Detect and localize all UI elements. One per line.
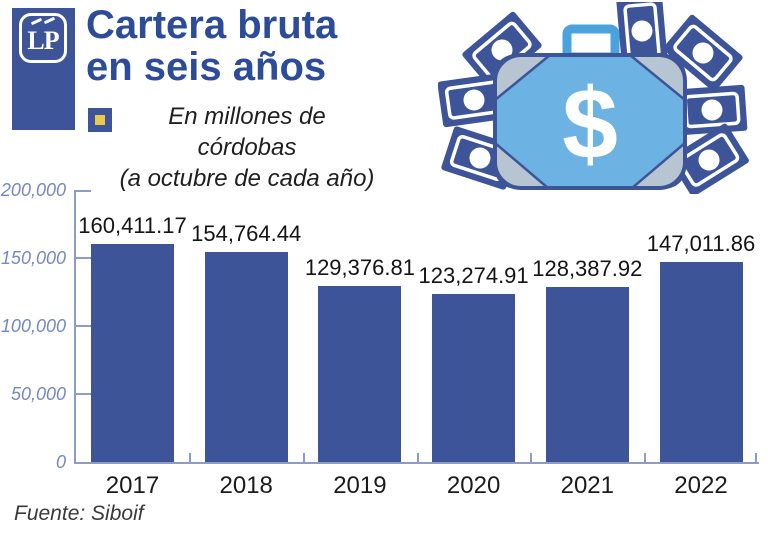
source-note: Fuente: Siboif <box>14 502 144 525</box>
y-axis-tick <box>76 190 91 192</box>
y-axis-tick <box>76 325 91 327</box>
year-label-2022: 2022 <box>674 472 728 499</box>
y-axis-tick <box>76 257 91 259</box>
bar-2022 <box>659 262 743 462</box>
bar-2018 <box>204 251 288 462</box>
wallet-body <box>495 55 685 188</box>
x-axis-tick <box>303 453 305 462</box>
wallet-handle <box>562 24 620 62</box>
x-axis-tick <box>644 453 646 462</box>
x-axis-tick <box>755 453 757 462</box>
y-axis-label-150000: 150,000 <box>0 248 66 268</box>
plot-area: 160,411.17 2017 154,764.44 2018 129,376.81 20… <box>1 180 759 499</box>
y-axis-label-100000: 100,000 <box>0 316 66 336</box>
page-title: Cartera bruta en seis años <box>86 4 337 88</box>
year-label-2019: 2019 <box>333 472 387 499</box>
y-axis-tick <box>76 393 91 395</box>
x-axis-tick <box>417 453 419 462</box>
title-line-2: en seis años <box>86 45 327 89</box>
value-label-2022: 147,011.86 <box>646 231 756 257</box>
year-label-2020: 2020 <box>446 472 501 499</box>
y-axis-label-200000: 200,000 <box>0 180 66 200</box>
bar-2017 <box>91 243 174 462</box>
year-label-2017: 2017 <box>105 472 160 499</box>
legend-marker-icon <box>88 108 112 132</box>
lp-logo: LP <box>12 8 75 130</box>
x-axis-tick <box>530 453 532 462</box>
bar-2021 <box>545 287 629 462</box>
lp-logo-box: LP <box>19 13 67 63</box>
value-label-2021: 128,387.92 <box>532 256 643 282</box>
year-label-2021: 2021 <box>560 472 614 499</box>
value-label-2019: 129,376.81 <box>304 255 415 281</box>
dollar-sign-icon: $ <box>562 68 618 180</box>
bar-2019 <box>318 286 402 462</box>
lp-logo-text: LP <box>27 26 59 55</box>
value-label-2018: 154,764.44 <box>191 220 302 246</box>
value-label-2017: 160,411.17 <box>78 212 187 238</box>
subtitle-line-1: En millones de córdobas <box>168 103 326 161</box>
wallet-outline <box>493 53 687 190</box>
chart-subtitle: En millones de córdobas (a octubre de ca… <box>118 101 376 194</box>
title-line-1: Cartera bruta <box>86 3 338 47</box>
x-axis-tick <box>189 453 191 462</box>
y-axis-label-0: 0 <box>55 452 66 472</box>
y-axis-label-50000: 50,000 <box>10 384 66 404</box>
bar-2020 <box>432 294 516 462</box>
subtitle-line-2: (a octubre de cada año) <box>119 165 375 192</box>
year-label-2018: 2018 <box>219 472 273 499</box>
value-label-2020: 123,274.91 <box>418 263 529 289</box>
money-wallet-illustration: $ <box>438 2 752 194</box>
